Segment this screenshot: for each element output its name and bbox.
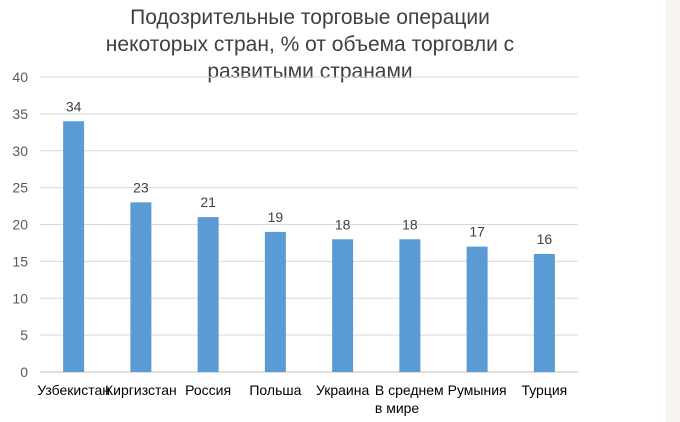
y-tick-label: 15: [12, 253, 28, 269]
category-label: Украина: [316, 382, 370, 398]
category-label: Узбекистан: [37, 382, 110, 398]
bar: [130, 202, 152, 372]
data-label: 23: [133, 179, 149, 195]
chart-title-line-2: некоторых стран, % от объема торговли с: [105, 33, 515, 56]
data-label: 17: [469, 224, 485, 240]
category-label: В среднем: [375, 382, 444, 398]
data-label: 34: [66, 98, 82, 114]
bar: [399, 239, 421, 372]
y-tick-label: 20: [12, 217, 28, 233]
bar: [332, 239, 354, 372]
right-edge-strip: [666, 0, 680, 422]
data-label: 21: [200, 194, 216, 210]
y-tick-label: 10: [12, 290, 28, 306]
chart-title-line-1: Подозрительные торговые операции: [130, 6, 490, 29]
bar: [63, 121, 85, 372]
bar: [466, 246, 488, 372]
data-label: 16: [537, 231, 553, 247]
category-label: Россия: [185, 382, 231, 398]
bar: [533, 254, 555, 372]
category-label: Польша: [249, 382, 301, 398]
y-tick-label: 0: [20, 364, 28, 380]
y-tick-label: 30: [12, 143, 28, 159]
category-label: Киргизстан: [105, 382, 177, 398]
y-tick-label: 35: [12, 106, 28, 122]
category-label: в мире: [375, 400, 420, 416]
y-tick-label: 40: [12, 69, 28, 85]
category-label: Румыния: [448, 382, 507, 398]
y-tick-label: 25: [12, 180, 28, 196]
data-label: 18: [402, 216, 418, 232]
bar: [197, 217, 219, 372]
data-label: 18: [335, 216, 351, 232]
data-label: 19: [268, 209, 284, 225]
y-tick-label: 5: [20, 327, 28, 343]
category-label: Турция: [521, 382, 567, 398]
bar: [264, 231, 286, 372]
